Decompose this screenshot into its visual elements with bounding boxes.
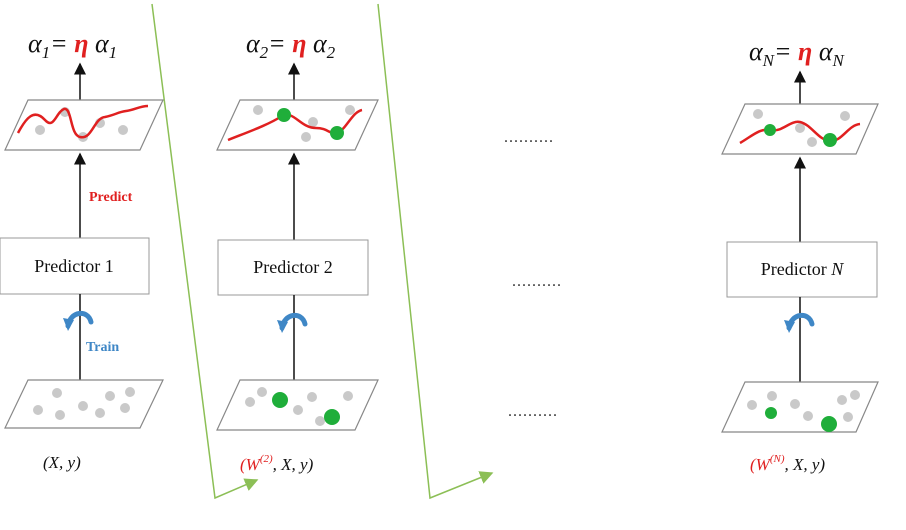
stage-n: αN= η αN Predictor N — [721, 37, 879, 474]
data-point — [95, 408, 105, 418]
data-point — [767, 391, 777, 401]
predictor-label-1: Predictor 1 — [34, 256, 113, 276]
data-point — [301, 132, 311, 142]
data-label-1: (X, y) — [43, 453, 81, 472]
highlight-point — [765, 407, 777, 419]
ellipsis-top: .......... — [504, 129, 554, 146]
data-point — [840, 111, 850, 121]
data-point — [837, 395, 847, 405]
data-point — [55, 410, 65, 420]
predictor-box-2 — [217, 239, 369, 296]
training-plane-n — [721, 381, 879, 433]
prediction-plane-n — [721, 103, 879, 155]
data-point — [52, 388, 62, 398]
highlight-point — [821, 416, 837, 432]
data-point — [293, 405, 303, 415]
highlight-point — [330, 126, 344, 140]
data-point — [257, 387, 267, 397]
highlight-point — [823, 133, 837, 147]
predictor-box-1 — [0, 237, 150, 295]
predictor-label-2: Predictor 2 — [253, 257, 332, 277]
stage-2-formula: α2= η α2 — [246, 29, 336, 62]
train-label: Train — [86, 340, 119, 355]
data-point — [803, 411, 813, 421]
ellipsis-middle: .......... — [512, 273, 562, 290]
training-plane-2 — [216, 379, 379, 431]
data-point — [105, 391, 115, 401]
stage-1: α1= η α1 Predict Predictor 1 Train — [0, 29, 164, 472]
predictor-label-n: Predictor N — [761, 259, 844, 279]
flow-line-1-to-2 — [151, 3, 259, 500]
data-point — [245, 397, 255, 407]
prediction-plane-2 — [216, 99, 379, 151]
data-point — [78, 401, 88, 411]
predictor-box-n — [726, 241, 878, 298]
prediction-curve-1 — [16, 104, 149, 139]
highlight-point — [764, 124, 776, 136]
stage-2: α2= η α2 Predictor 2 — [216, 29, 379, 474]
training-plane-1 — [4, 379, 164, 429]
data-point — [843, 412, 853, 422]
predict-label: Predict — [89, 190, 133, 205]
prediction-plane-1 — [4, 99, 164, 151]
data-point — [125, 387, 135, 397]
data-point — [35, 125, 45, 135]
data-label-n: (W(N), X, y) — [750, 453, 825, 474]
data-point — [315, 416, 325, 426]
data-point — [33, 405, 43, 415]
ellipsis-bottom: .......... — [508, 403, 558, 420]
data-point — [118, 125, 128, 135]
data-point — [345, 105, 355, 115]
stage-n-formula: αN= η αN — [749, 37, 845, 70]
curved-arrow-head — [63, 318, 74, 331]
prediction-curve-n — [739, 120, 861, 145]
data-point — [850, 390, 860, 400]
data-point — [343, 391, 353, 401]
highlight-point — [324, 409, 340, 425]
data-point — [795, 123, 805, 133]
highlight-point — [272, 392, 288, 408]
data-point — [747, 400, 757, 410]
data-label-2: (W(2), X, y) — [240, 453, 314, 474]
curved-arrow-head — [277, 320, 288, 333]
data-point — [120, 403, 130, 413]
stage-1-formula: α1= η α1 — [28, 29, 117, 62]
curved-arrow-head — [784, 320, 795, 333]
prediction-curve-2 — [227, 108, 363, 142]
flow-line-2-to-3 — [377, 3, 494, 500]
data-point — [307, 392, 317, 402]
data-point — [790, 399, 800, 409]
data-point — [753, 109, 763, 119]
data-point — [807, 137, 817, 147]
data-point — [308, 117, 318, 127]
data-point — [253, 105, 263, 115]
highlight-point — [277, 108, 291, 122]
